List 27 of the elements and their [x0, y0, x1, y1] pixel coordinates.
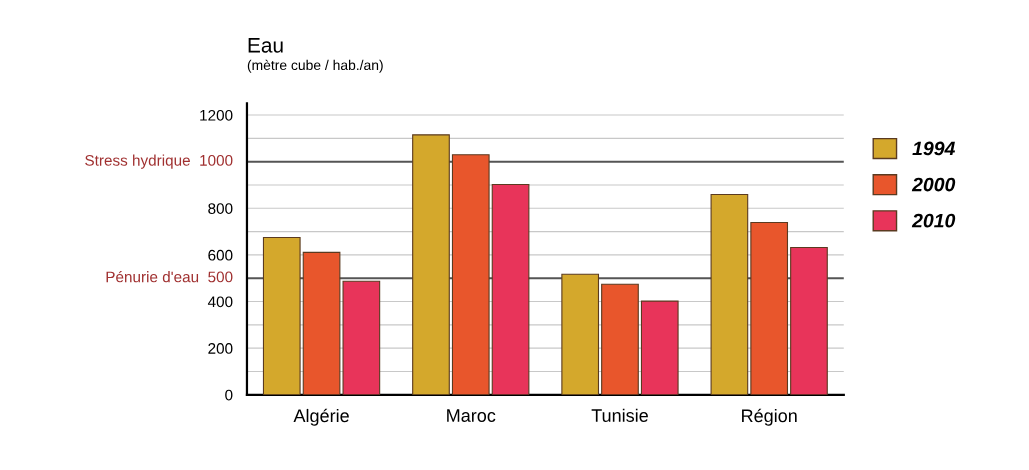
y-tick-label: 600 [208, 249, 233, 261]
bar [790, 246, 828, 395]
ref-line-label: Pénurie d'eau 500 [106, 270, 233, 283]
y-tick-label: 1200 [200, 109, 233, 121]
bar [262, 236, 301, 395]
x-tick-label: Algérie [293, 408, 349, 426]
bar [412, 134, 450, 395]
legend-label: 1994 [912, 141, 956, 156]
x-tick-label: Tunisie [591, 408, 648, 422]
chart-subtitle: (mètre cube / hab./an) [247, 59, 383, 73]
bar [451, 154, 490, 395]
y-axis-title: Eau [248, 38, 283, 53]
legend-label: 2010 [911, 213, 956, 228]
ref-line-label: Stress hydrique 1000 [85, 154, 233, 169]
bar [491, 183, 530, 395]
bar [561, 273, 600, 395]
x-tick-label: Région [742, 408, 797, 426]
y-tick-label: 0 [225, 389, 233, 401]
legend-label: 2000 [911, 177, 956, 192]
x-tick-label: Maroc [447, 409, 496, 422]
y-tick-label: 200 [208, 343, 233, 354]
y-tick-label: 800 [208, 203, 233, 214]
bar [601, 283, 639, 395]
bar [640, 300, 679, 395]
y-tick-label: 400 [207, 296, 233, 308]
bar [710, 193, 749, 395]
bar [750, 221, 789, 395]
